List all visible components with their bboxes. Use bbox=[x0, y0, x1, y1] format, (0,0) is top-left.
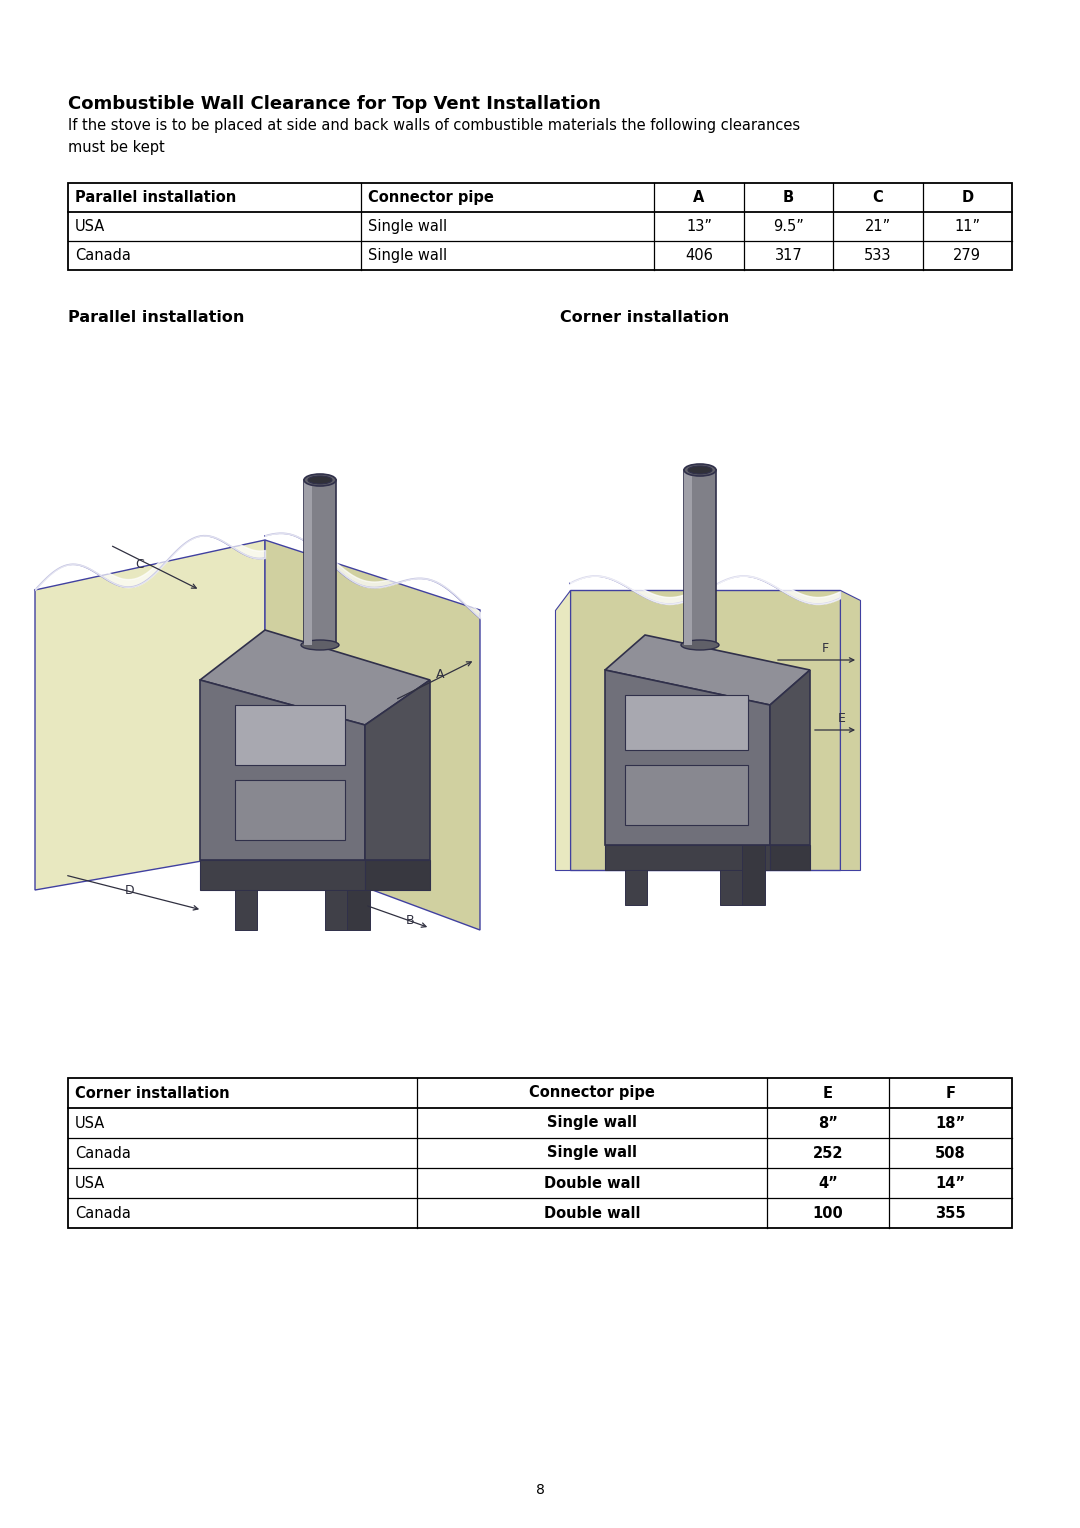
Polygon shape bbox=[770, 845, 810, 869]
Ellipse shape bbox=[301, 640, 339, 649]
Polygon shape bbox=[200, 680, 365, 860]
Text: Single wall: Single wall bbox=[546, 1146, 637, 1160]
Polygon shape bbox=[605, 669, 770, 845]
Polygon shape bbox=[365, 860, 430, 889]
Text: E: E bbox=[838, 712, 846, 724]
Polygon shape bbox=[684, 471, 716, 645]
Bar bbox=[68, 183, 1012, 270]
Polygon shape bbox=[605, 845, 770, 869]
Polygon shape bbox=[347, 889, 370, 931]
Polygon shape bbox=[720, 869, 742, 905]
Text: B: B bbox=[406, 914, 415, 926]
Polygon shape bbox=[684, 471, 692, 645]
Text: E: E bbox=[823, 1085, 833, 1100]
Text: Single wall: Single wall bbox=[368, 248, 447, 263]
Polygon shape bbox=[235, 779, 345, 840]
Text: 4”: 4” bbox=[818, 1175, 838, 1190]
Polygon shape bbox=[35, 539, 265, 889]
Text: USA: USA bbox=[75, 1175, 105, 1190]
Text: D: D bbox=[125, 883, 135, 897]
Polygon shape bbox=[625, 695, 748, 750]
Text: USA: USA bbox=[75, 219, 105, 234]
Text: 9.5”: 9.5” bbox=[773, 219, 804, 234]
Polygon shape bbox=[770, 669, 810, 845]
Text: Combustible Wall Clearance for Top Vent Installation: Combustible Wall Clearance for Top Vent … bbox=[68, 95, 600, 113]
Polygon shape bbox=[365, 680, 430, 860]
Text: 11”: 11” bbox=[955, 219, 981, 234]
Text: Connector pipe: Connector pipe bbox=[368, 189, 494, 205]
Polygon shape bbox=[325, 889, 347, 931]
Text: Double wall: Double wall bbox=[543, 1206, 640, 1221]
Text: C: C bbox=[873, 189, 883, 205]
Text: 317: 317 bbox=[774, 248, 802, 263]
Polygon shape bbox=[235, 704, 345, 766]
Polygon shape bbox=[625, 766, 748, 825]
Text: Parallel installation: Parallel installation bbox=[68, 310, 244, 325]
Text: D: D bbox=[961, 189, 973, 205]
Text: 8”: 8” bbox=[818, 1115, 838, 1131]
Polygon shape bbox=[625, 869, 647, 905]
Polygon shape bbox=[235, 889, 257, 931]
Text: Corner installation: Corner installation bbox=[561, 310, 729, 325]
Text: Canada: Canada bbox=[75, 1146, 131, 1160]
Text: 355: 355 bbox=[935, 1206, 966, 1221]
Text: 14”: 14” bbox=[935, 1175, 966, 1190]
Polygon shape bbox=[742, 845, 765, 905]
Text: F: F bbox=[946, 1085, 956, 1100]
Polygon shape bbox=[200, 860, 365, 889]
Text: Single wall: Single wall bbox=[546, 1115, 637, 1131]
Text: Connector pipe: Connector pipe bbox=[529, 1085, 654, 1100]
Text: 279: 279 bbox=[954, 248, 982, 263]
Text: 100: 100 bbox=[812, 1206, 843, 1221]
Text: Canada: Canada bbox=[75, 1206, 131, 1221]
Polygon shape bbox=[555, 590, 570, 869]
Text: 13”: 13” bbox=[686, 219, 712, 234]
Text: Corner installation: Corner installation bbox=[75, 1085, 230, 1100]
Text: Double wall: Double wall bbox=[543, 1175, 640, 1190]
Text: F: F bbox=[822, 642, 828, 654]
Text: 21”: 21” bbox=[865, 219, 891, 234]
Text: If the stove is to be placed at side and back walls of combustible materials the: If the stove is to be placed at side and… bbox=[68, 118, 800, 156]
Text: Canada: Canada bbox=[75, 248, 131, 263]
Ellipse shape bbox=[308, 477, 332, 484]
Polygon shape bbox=[200, 630, 430, 724]
Text: 406: 406 bbox=[685, 248, 713, 263]
Text: 533: 533 bbox=[864, 248, 892, 263]
Polygon shape bbox=[840, 590, 860, 869]
Text: Single wall: Single wall bbox=[368, 219, 447, 234]
Text: 252: 252 bbox=[812, 1146, 843, 1160]
Text: USA: USA bbox=[75, 1115, 105, 1131]
Text: 8: 8 bbox=[536, 1484, 544, 1497]
Text: B: B bbox=[783, 189, 794, 205]
Ellipse shape bbox=[688, 466, 712, 474]
Polygon shape bbox=[605, 636, 810, 704]
Text: A: A bbox=[693, 189, 704, 205]
Polygon shape bbox=[303, 480, 336, 645]
Text: A: A bbox=[435, 669, 444, 681]
Bar bbox=[68, 1077, 1012, 1229]
Ellipse shape bbox=[303, 474, 336, 486]
Polygon shape bbox=[265, 539, 480, 931]
Polygon shape bbox=[303, 480, 312, 645]
Ellipse shape bbox=[681, 640, 719, 649]
Polygon shape bbox=[570, 590, 840, 869]
Text: 18”: 18” bbox=[935, 1115, 966, 1131]
Ellipse shape bbox=[684, 465, 716, 477]
Text: Parallel installation: Parallel installation bbox=[75, 189, 237, 205]
Text: 508: 508 bbox=[935, 1146, 966, 1160]
Text: C: C bbox=[136, 559, 145, 571]
